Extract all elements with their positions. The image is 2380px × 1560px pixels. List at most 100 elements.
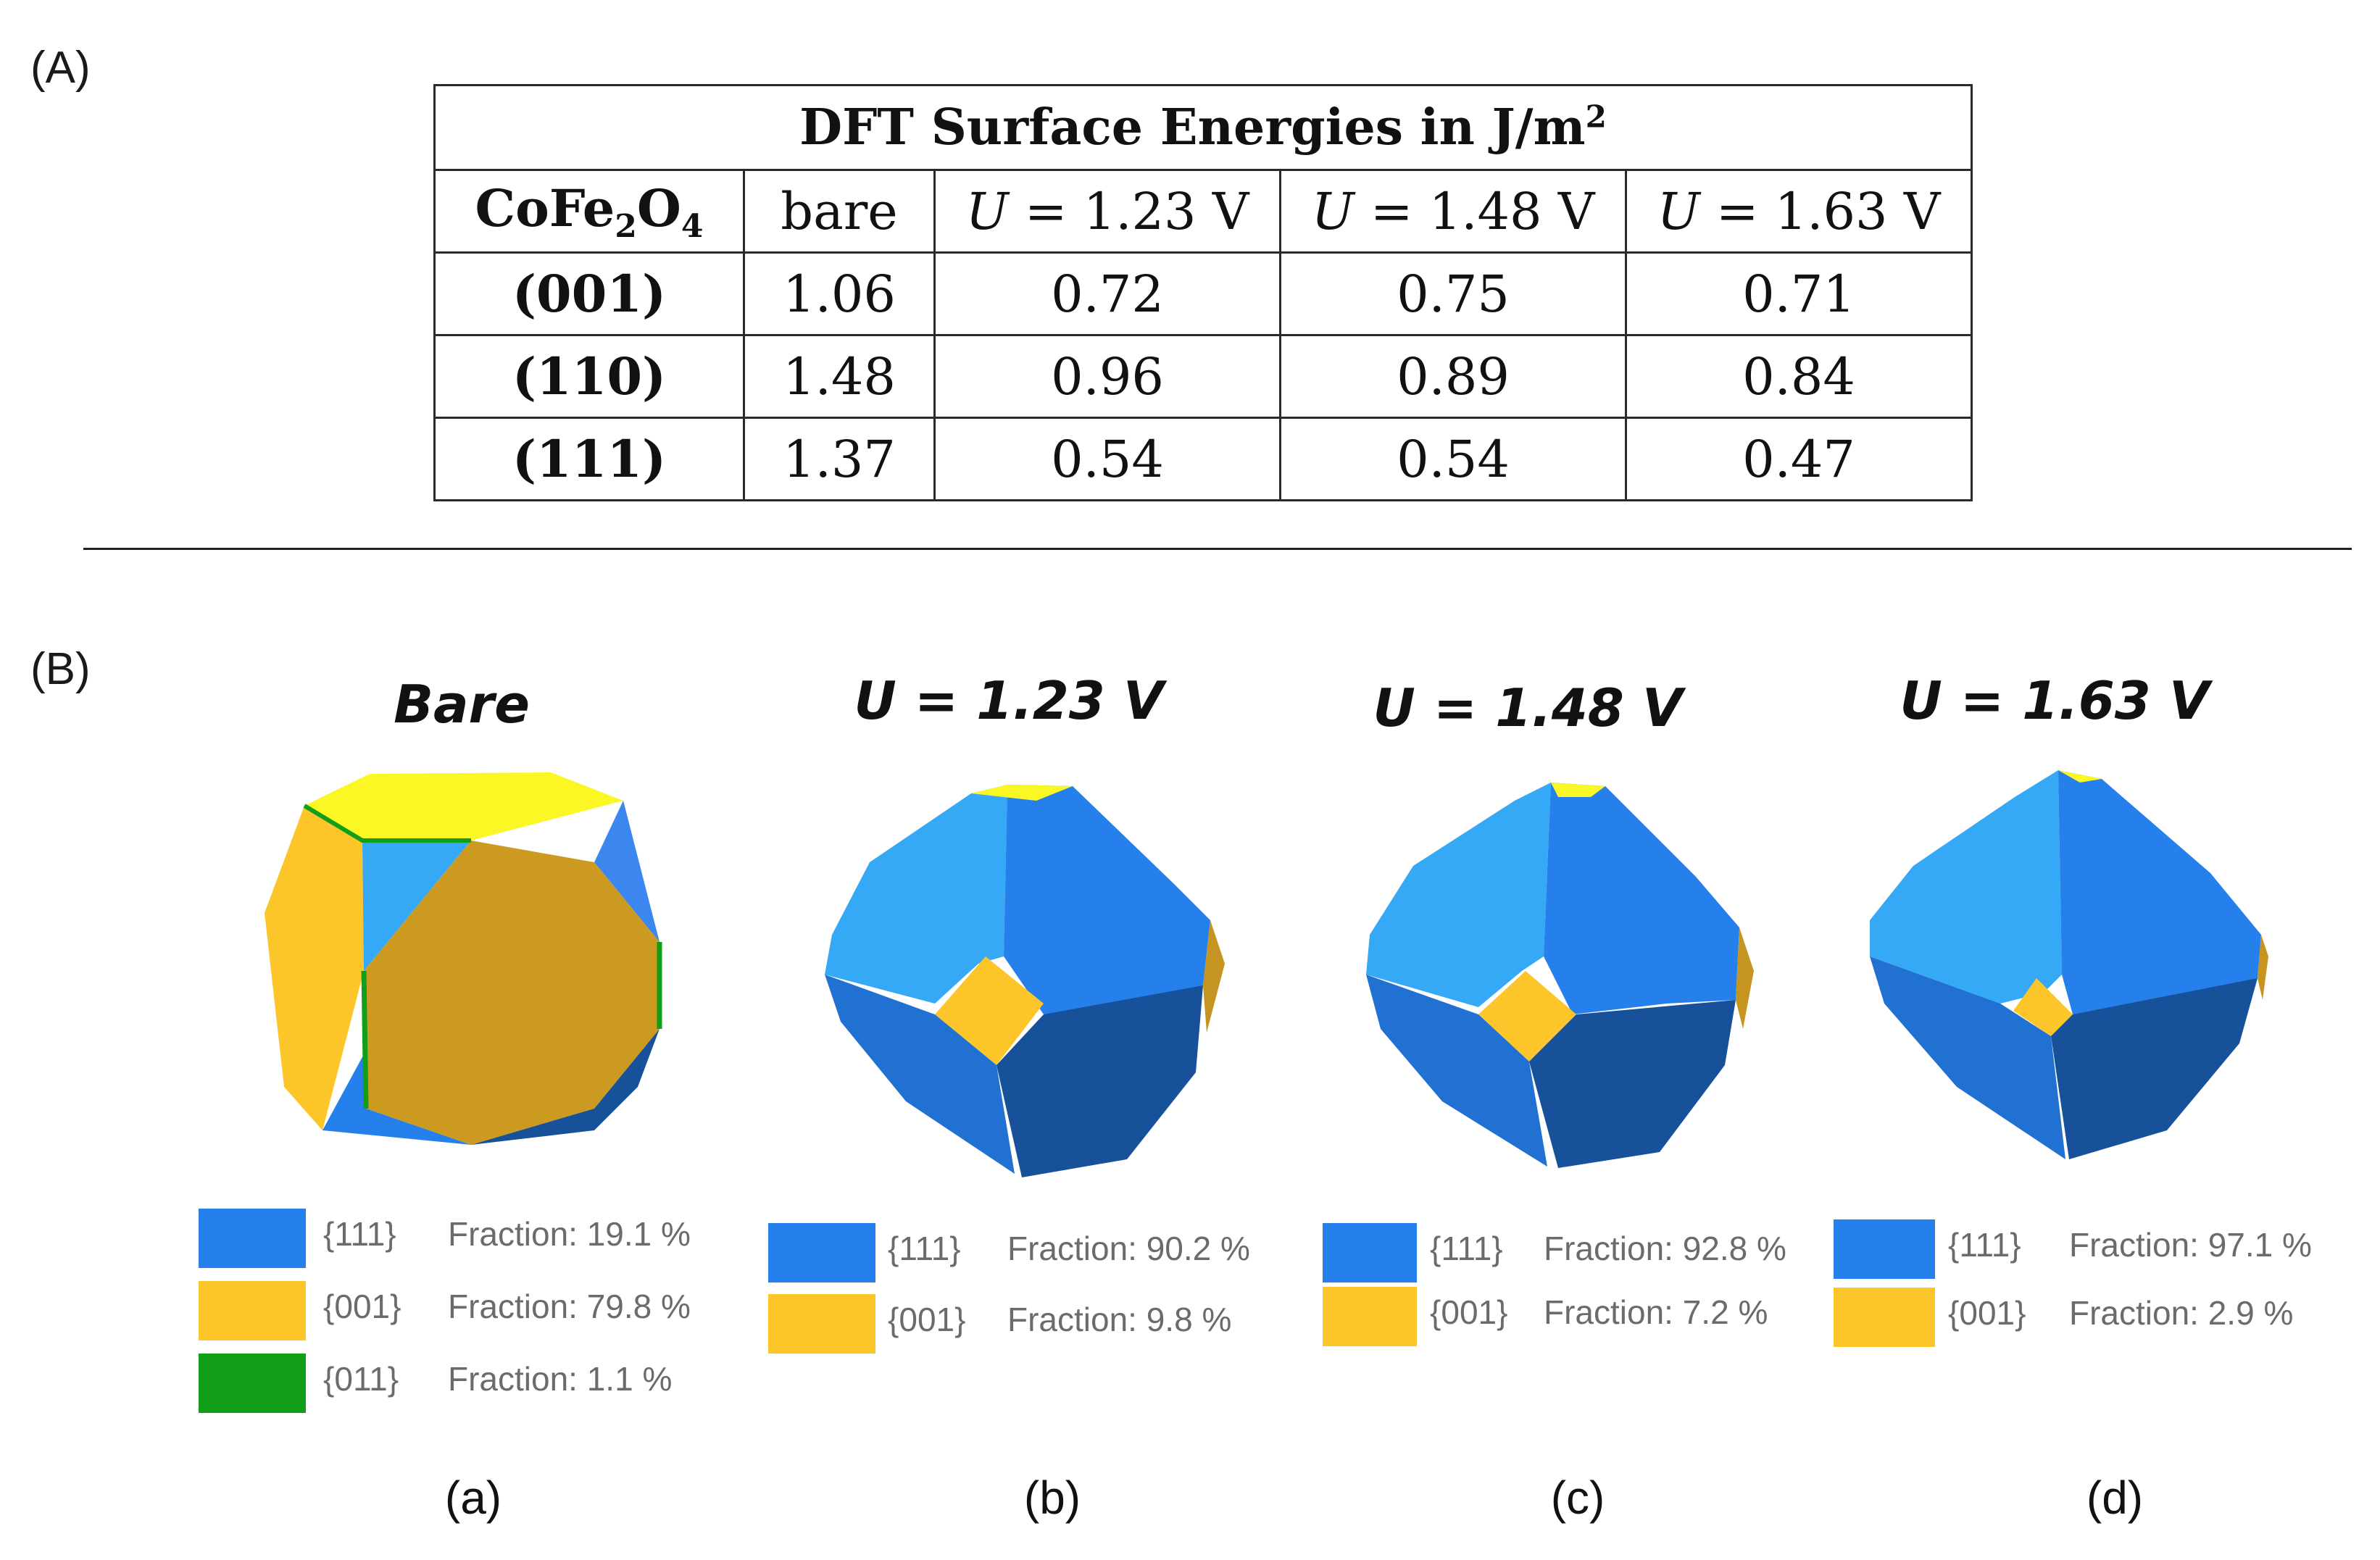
potential-symbol: U xyxy=(1311,181,1355,241)
legend-row: {001} Fraction: 79.8 % xyxy=(199,1281,706,1340)
legend-facet: {111} xyxy=(323,1215,396,1253)
row-facet: (111) xyxy=(433,417,745,501)
legend-fraction: Fraction: 19.1 % xyxy=(448,1215,691,1253)
table-title: DFT Surface Energies in J/m2 xyxy=(433,84,1973,171)
facet-001-center xyxy=(935,956,1044,1065)
table-cell: 1.06 xyxy=(743,251,936,336)
legend-fraction: Fraction: 1.1 % xyxy=(448,1360,673,1398)
legend-facet: {111} xyxy=(1430,1230,1503,1267)
table-cell: 1.37 xyxy=(743,417,936,501)
legend-fraction: Fraction: 2.9 % xyxy=(2069,1294,2294,1332)
facet-011-edges xyxy=(303,804,471,843)
facet-111-bottom-left xyxy=(825,975,1015,1174)
legend-swatch xyxy=(1323,1287,1417,1346)
sub-label-d: (d) xyxy=(2086,1472,2144,1524)
wulff-shape-u148 xyxy=(1366,783,1754,1168)
corner-text: O xyxy=(636,178,681,238)
facet-111-bottom-left xyxy=(323,1054,471,1145)
table-cell: 0.96 xyxy=(933,334,1281,419)
panel-title-bare: Bare xyxy=(394,674,530,735)
potential-value: = 1.48 V xyxy=(1354,181,1595,241)
facet-001-side xyxy=(1736,927,1754,1029)
facet-001-top xyxy=(2058,770,2102,783)
potential-value: = 1.23 V xyxy=(1008,181,1249,241)
table-cell: 0.54 xyxy=(1279,417,1627,501)
table-cell: 1.48 xyxy=(743,334,936,419)
panel-title-u148: U = 1.48 V xyxy=(1373,677,1683,738)
table-cell: 0.75 xyxy=(1279,251,1627,336)
section-label-b: (B) xyxy=(30,644,91,694)
facet-111-bottom-right xyxy=(1529,1000,1736,1168)
facet-001-center xyxy=(2013,978,2073,1036)
legend-swatch xyxy=(768,1294,875,1353)
legend-fraction: Fraction: 79.8 % xyxy=(448,1288,691,1325)
potential-symbol: U xyxy=(965,181,1009,241)
legend-row: {001} Fraction: 7.2 % xyxy=(1323,1287,1830,1346)
facet-011-edge xyxy=(361,970,369,1109)
legend-facet: {011} xyxy=(323,1360,399,1398)
sub-label-b: (b) xyxy=(1023,1472,1081,1524)
facet-111-top-left xyxy=(1870,770,2062,1004)
section-label-a: (A) xyxy=(30,43,91,93)
facet-001-front xyxy=(364,841,660,1145)
legend-swatch xyxy=(199,1353,306,1413)
potential-symbol: U xyxy=(1657,181,1700,241)
facet-111-top-left xyxy=(362,841,471,971)
facet-001-top xyxy=(971,785,1073,801)
facet-001-left xyxy=(265,806,364,1130)
panel-title-u123: U = 1.23 V xyxy=(854,670,1164,731)
legend-row: {111} Fraction: 90.2 % xyxy=(768,1223,1276,1282)
legend-row: {111} Fraction: 97.1 % xyxy=(1834,1219,2341,1279)
facet-111-top-right xyxy=(2058,770,2261,1014)
legend-facet: {111} xyxy=(1948,1226,2021,1264)
wulff-shape-u163 xyxy=(1870,770,2268,1159)
legend-row: {111} Fraction: 19.1 % xyxy=(199,1209,706,1268)
table-cell: 0.84 xyxy=(1625,334,1973,419)
facet-001-side xyxy=(1203,920,1225,1033)
table-cell: 0.71 xyxy=(1625,251,1973,336)
column-header: U = 1.23 V xyxy=(933,169,1281,254)
facet-111-bottom-right xyxy=(996,985,1203,1177)
legend-row: {001} Fraction: 9.8 % xyxy=(768,1294,1276,1353)
table-row: (001) 1.06 0.72 0.75 0.71 xyxy=(433,251,1973,336)
column-header: bare xyxy=(743,169,936,254)
table-cell: 0.47 xyxy=(1625,417,1973,501)
legend-swatch xyxy=(1323,1223,1417,1282)
table-row: (110) 1.48 0.96 0.89 0.84 xyxy=(433,334,1973,419)
facet-001-side xyxy=(2258,935,2268,1000)
section-divider xyxy=(83,548,2352,550)
legend-fraction: Fraction: 9.8 % xyxy=(1007,1301,1232,1338)
legend-fraction: Fraction: 97.1 % xyxy=(2069,1226,2312,1264)
legend-fraction: Fraction: 90.2 % xyxy=(1007,1230,1250,1267)
legend-swatch xyxy=(768,1223,875,1282)
table-cell: 0.72 xyxy=(933,251,1281,336)
facet-001-top xyxy=(1551,783,1605,797)
table-title-row: DFT Surface Energies in J/m2 xyxy=(433,84,1973,171)
table-cell: 0.89 xyxy=(1279,334,1627,419)
legend-swatch xyxy=(199,1209,306,1268)
facet-111-bottom-right xyxy=(2051,978,2258,1159)
legend-facet: {001} xyxy=(1430,1293,1508,1331)
corner-sub: 4 xyxy=(681,207,704,245)
potential-value: = 1.63 V xyxy=(1699,181,1941,241)
sub-label-a: (a) xyxy=(444,1472,502,1524)
table-cell: 0.54 xyxy=(933,417,1281,501)
facet-111-top-right xyxy=(1004,785,1210,1014)
table-corner-header: CoFe2O4 xyxy=(433,169,745,254)
facet-111-top-right xyxy=(594,801,660,942)
facet-111-bottom-right xyxy=(471,1029,660,1145)
legend-swatch xyxy=(1834,1288,1935,1347)
facet-001-top xyxy=(304,772,623,841)
legend-facet: {111} xyxy=(888,1230,961,1267)
corner-text: CoFe xyxy=(475,178,615,238)
table-header-row: CoFe2O4 bare U = 1.23 V U = 1.48 V U = 1… xyxy=(433,169,1973,254)
table-row: (111) 1.37 0.54 0.54 0.47 xyxy=(433,417,1973,501)
column-header: U = 1.48 V xyxy=(1279,169,1627,254)
wulff-shape-u123 xyxy=(825,785,1225,1177)
table-title-text: DFT Surface Energies in J/m xyxy=(799,99,1586,157)
table-title-superscript: 2 xyxy=(1585,99,1607,135)
sub-label-c: (c) xyxy=(1550,1472,1605,1524)
corner-sub: 2 xyxy=(615,207,637,245)
facet-111-bottom-left xyxy=(1366,975,1547,1167)
